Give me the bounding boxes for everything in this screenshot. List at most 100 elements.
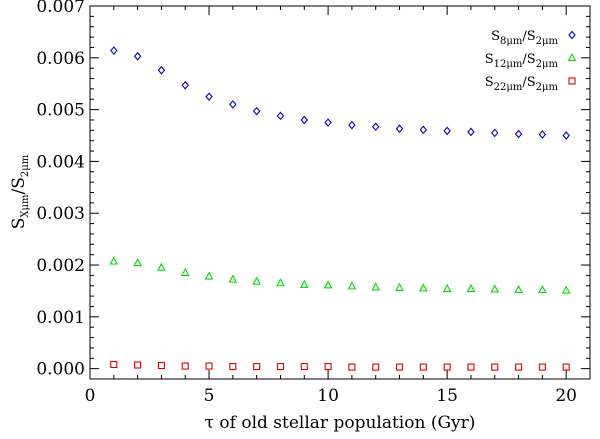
data-point — [443, 126, 451, 136]
y-tick-label: 0.000 — [36, 360, 85, 380]
label-subscript: Xμm — [20, 194, 31, 218]
data-point — [229, 363, 237, 371]
legend-marker — [567, 53, 577, 62]
data-point — [204, 271, 214, 280]
x-tick-label: 15 — [436, 386, 458, 406]
x-tick-label: 10 — [317, 386, 339, 406]
data-point — [372, 363, 380, 371]
data-point — [490, 284, 500, 293]
y-tick-label: 0.002 — [36, 256, 85, 276]
data-point — [228, 274, 238, 283]
data-point — [442, 283, 452, 293]
data-point — [467, 127, 475, 137]
data-point — [276, 111, 285, 121]
label-separator: /S — [522, 75, 535, 90]
data-point — [395, 363, 404, 371]
data-point — [300, 363, 308, 371]
x-tick-label: 5 — [204, 386, 215, 406]
label-separator: /S — [522, 29, 535, 44]
data-point — [229, 100, 237, 109]
label-subscript: 2μm — [536, 82, 559, 93]
data-point — [348, 120, 356, 130]
data-point — [443, 363, 451, 371]
data-point — [324, 363, 332, 371]
data-point — [252, 276, 261, 285]
data-point — [180, 267, 190, 276]
data-point — [514, 129, 523, 139]
data-point — [324, 118, 332, 127]
data-point — [252, 106, 261, 116]
data-point — [538, 284, 547, 294]
legend-label: S8μm/S2μm — [491, 29, 558, 47]
data-point — [323, 280, 333, 289]
data-point — [157, 65, 166, 75]
legend-marker — [568, 30, 576, 40]
data-point — [419, 363, 427, 371]
data-point — [253, 363, 261, 371]
data-point — [157, 361, 165, 370]
series-triangle — [109, 256, 571, 294]
label-subscript: 8μm — [500, 36, 523, 47]
y-tick-label: 0.007 — [36, 0, 85, 17]
data-point — [538, 130, 547, 139]
data-point — [562, 363, 570, 371]
data-point — [133, 257, 142, 267]
data-point — [561, 285, 571, 294]
label-subscript: 12μm — [494, 59, 523, 70]
label-separator: /S — [522, 52, 535, 67]
data-point — [395, 282, 404, 291]
data-point — [371, 122, 380, 132]
label-subscript: 2μm — [536, 36, 559, 47]
data-point — [205, 362, 213, 370]
label-base: S — [491, 29, 500, 44]
series-square — [110, 360, 570, 371]
x-tick-label: 20 — [555, 386, 577, 406]
data-point — [419, 283, 428, 292]
label-subscript: 2μm — [536, 59, 559, 70]
data-point — [348, 363, 356, 371]
data-point — [347, 281, 357, 290]
label-subscript: 22μm — [494, 82, 523, 93]
data-point — [467, 363, 475, 371]
label-subscript: 2μm — [20, 154, 31, 177]
data-point — [491, 128, 499, 138]
x-axis-label: τ of old stellar population (Gyr) — [205, 413, 476, 433]
data-point — [133, 51, 142, 61]
x-tick-label: 0 — [85, 386, 96, 406]
data-point — [515, 363, 523, 371]
data-point — [157, 262, 166, 271]
legend-label: S22μm/S2μm — [485, 75, 559, 93]
axis-ticks — [89, 5, 590, 380]
data-point — [276, 278, 285, 287]
data-point — [562, 131, 570, 140]
data-point — [491, 363, 499, 371]
series-diamond — [110, 46, 570, 140]
y-axis-label: SXμm/S2μm — [9, 154, 31, 229]
data-markers — [109, 46, 571, 371]
data-point — [181, 80, 189, 90]
tick-labels: 0 5 10 15 20 0.000 0.001 0.002 0.003 0.004 0.005 0.… — [36, 0, 577, 406]
data-point — [395, 124, 404, 134]
data-point — [299, 279, 309, 288]
label-base: S — [9, 218, 29, 230]
legend-label: S12μm/S2μm — [485, 52, 559, 70]
data-point — [134, 361, 142, 369]
data-point — [514, 284, 523, 294]
y-tick-label: 0.005 — [36, 101, 85, 121]
y-tick-label: 0.006 — [36, 49, 85, 69]
data-point — [419, 125, 428, 135]
y-tick-label: 0.004 — [36, 152, 85, 172]
data-point — [205, 92, 213, 102]
data-point — [371, 282, 381, 291]
data-point — [110, 46, 118, 55]
data-point — [300, 115, 309, 125]
data-point — [110, 360, 118, 369]
y-tick-label: 0.001 — [36, 308, 85, 328]
label-base: S — [485, 52, 494, 67]
data-point — [538, 363, 546, 371]
data-point — [181, 362, 189, 370]
legend-marker — [568, 77, 576, 85]
data-point — [466, 283, 476, 293]
